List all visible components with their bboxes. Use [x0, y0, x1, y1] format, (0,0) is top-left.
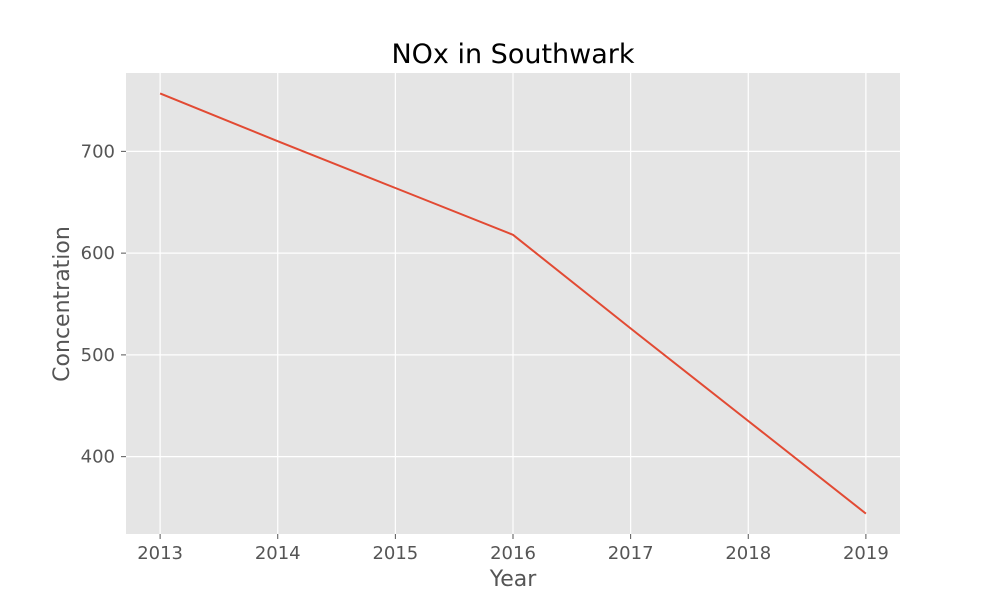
x-axis-ticks: 2013 2014 2015 2016 2017 2018 2019 [137, 534, 889, 564]
x-tick-label: 2018 [725, 543, 771, 564]
x-tick-label: 2015 [372, 543, 418, 564]
x-tick-label: 2016 [490, 543, 536, 564]
x-tick-label: 2019 [843, 543, 889, 564]
y-tick-label: 400 [81, 447, 115, 468]
x-tick-label: 2017 [608, 543, 654, 564]
y-tick-label: 700 [81, 141, 115, 162]
chart-title: NOx in Southwark [391, 39, 634, 70]
y-tick-label: 500 [81, 345, 115, 366]
series-group [159, 92, 867, 515]
x-tick-label: 2013 [137, 543, 183, 564]
x-tick-label: 2014 [255, 543, 301, 564]
y-tick-label: 600 [81, 243, 115, 264]
y-axis-label: Concentration [50, 226, 75, 382]
grid-lines [126, 73, 900, 534]
y-axis-ticks: 400 500 600 700 [81, 141, 126, 468]
series-line [159, 92, 867, 515]
x-axis-label: Year [489, 567, 538, 592]
